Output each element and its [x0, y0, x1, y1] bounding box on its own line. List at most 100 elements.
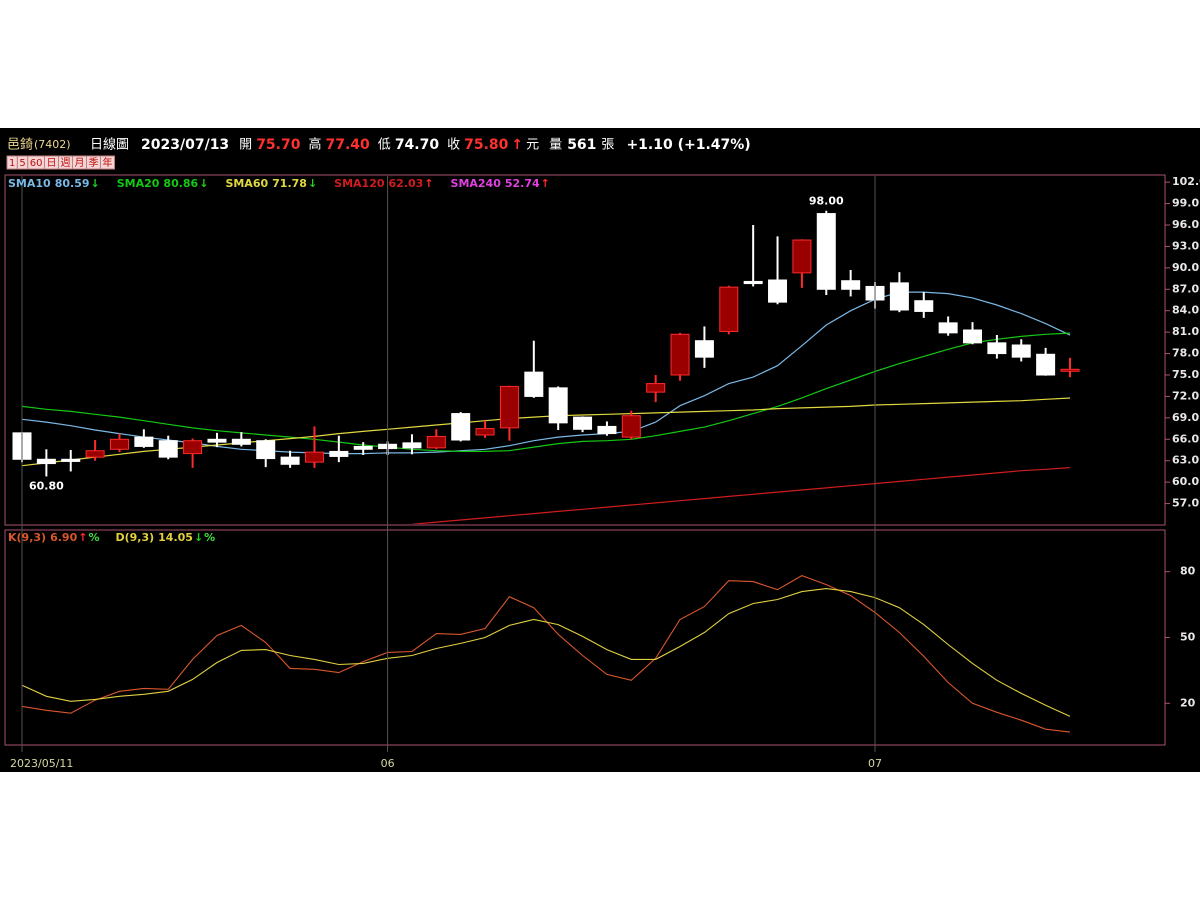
- candle-body: [475, 428, 495, 436]
- candle-body: [889, 282, 909, 311]
- candle: [816, 210, 836, 295]
- y-tick-label: 57.0: [1172, 497, 1199, 510]
- candle-body: [573, 416, 593, 430]
- candle-body: [816, 213, 836, 290]
- period-button[interactable]: 年: [99, 155, 115, 170]
- legend-value: 80.86: [163, 177, 198, 190]
- field-value: 74.70: [395, 137, 440, 153]
- legend-value: 62.03: [389, 177, 424, 190]
- period-button[interactable]: 月: [71, 155, 87, 170]
- candle: [402, 434, 422, 455]
- legend-value: 14.05: [158, 531, 193, 544]
- stock-code: (7402): [34, 138, 71, 151]
- candle: [85, 440, 105, 461]
- y-tick-label: 87.0: [1172, 282, 1199, 295]
- button-label: 1: [9, 158, 15, 169]
- legend-trend: ↑: [541, 177, 550, 190]
- candle: [792, 239, 812, 288]
- candle-body: [1036, 353, 1056, 376]
- sma-line: [411, 467, 1071, 524]
- candle-body: [914, 300, 934, 312]
- candle: [573, 416, 593, 433]
- candle: [841, 270, 861, 297]
- candle-body: [231, 438, 251, 445]
- date: 2023/07/13: [141, 137, 229, 153]
- field-label: 低: [378, 138, 391, 153]
- period-button[interactable]: 1: [6, 155, 18, 170]
- button-label: 60: [30, 158, 43, 169]
- candle: [719, 285, 739, 335]
- x-tick-label: 2023/05/11: [10, 757, 73, 770]
- candle: [158, 435, 178, 460]
- candle-body: [499, 385, 519, 429]
- candle-body: [85, 450, 105, 458]
- button-label: 年: [102, 156, 112, 169]
- candle: [597, 421, 617, 436]
- button-label: 月: [74, 157, 84, 169]
- candle: [1060, 357, 1080, 378]
- button-label: 5: [19, 158, 25, 169]
- candle: [499, 385, 519, 441]
- candle-body: [1011, 344, 1031, 358]
- candle: [207, 432, 227, 448]
- price-panel: [4, 174, 1166, 526]
- candle: [451, 412, 471, 442]
- legend-trend: ↓: [199, 177, 208, 190]
- legend-name: SMA60: [225, 177, 268, 190]
- y-tick-label: 75.0: [1172, 368, 1199, 381]
- candle-body: [402, 442, 422, 449]
- candle: [548, 386, 568, 430]
- period-button[interactable]: 5: [16, 155, 29, 170]
- candle-body: [353, 445, 373, 450]
- candle: [670, 332, 690, 381]
- kd-line: [21, 588, 1071, 717]
- candle-body: [743, 280, 763, 285]
- field-value: 75.70: [256, 137, 301, 153]
- high-label: 98.00: [809, 195, 844, 208]
- candle: [183, 438, 203, 468]
- period-button[interactable]: 週: [57, 155, 73, 170]
- y-tick-label: 96.0: [1172, 218, 1199, 231]
- legend-trend: ↓: [194, 531, 203, 544]
- low-label: 60.80: [29, 479, 64, 492]
- period-button[interactable]: 日: [43, 155, 59, 170]
- button-label: 日: [46, 158, 56, 169]
- y-tick-label: 84.0: [1172, 304, 1199, 317]
- legend-trend: ↑: [424, 177, 433, 190]
- period-button[interactable]: 季: [85, 155, 101, 170]
- y-tick-label: 66.0: [1172, 432, 1199, 445]
- candle: [134, 429, 154, 448]
- legend-unit: %: [88, 531, 99, 544]
- candle: [1036, 347, 1056, 376]
- candle-body: [1060, 368, 1080, 372]
- candle-body: [524, 371, 544, 397]
- candle: [768, 236, 788, 305]
- kd-line: [21, 574, 1071, 733]
- candle: [256, 439, 276, 468]
- price-plot: [12, 210, 1080, 524]
- candle: [987, 335, 1007, 359]
- candle-body: [548, 387, 568, 424]
- button-label: 週: [60, 157, 70, 169]
- stock-name: 邑錡: [7, 137, 33, 153]
- period-button[interactable]: 60: [27, 155, 45, 170]
- y-tick-label: 20: [1180, 696, 1196, 709]
- candle-body: [183, 440, 203, 455]
- legend-trend: ↑: [78, 531, 87, 544]
- kd-plot: [21, 574, 1071, 733]
- candle-body: [134, 436, 154, 447]
- candle: [1011, 339, 1031, 362]
- candle-body: [841, 280, 861, 290]
- change: +1.10 (+1.47%): [626, 137, 750, 153]
- candle-body: [670, 333, 690, 376]
- field-label: 收: [447, 138, 460, 153]
- volume: 561: [567, 137, 596, 153]
- candle-body: [694, 340, 714, 358]
- y-tick-label: 93.0: [1172, 239, 1199, 252]
- legend-value: 52.74: [505, 177, 540, 190]
- candle-body: [597, 425, 617, 435]
- candle-body: [280, 456, 300, 465]
- candle-body: [963, 329, 983, 344]
